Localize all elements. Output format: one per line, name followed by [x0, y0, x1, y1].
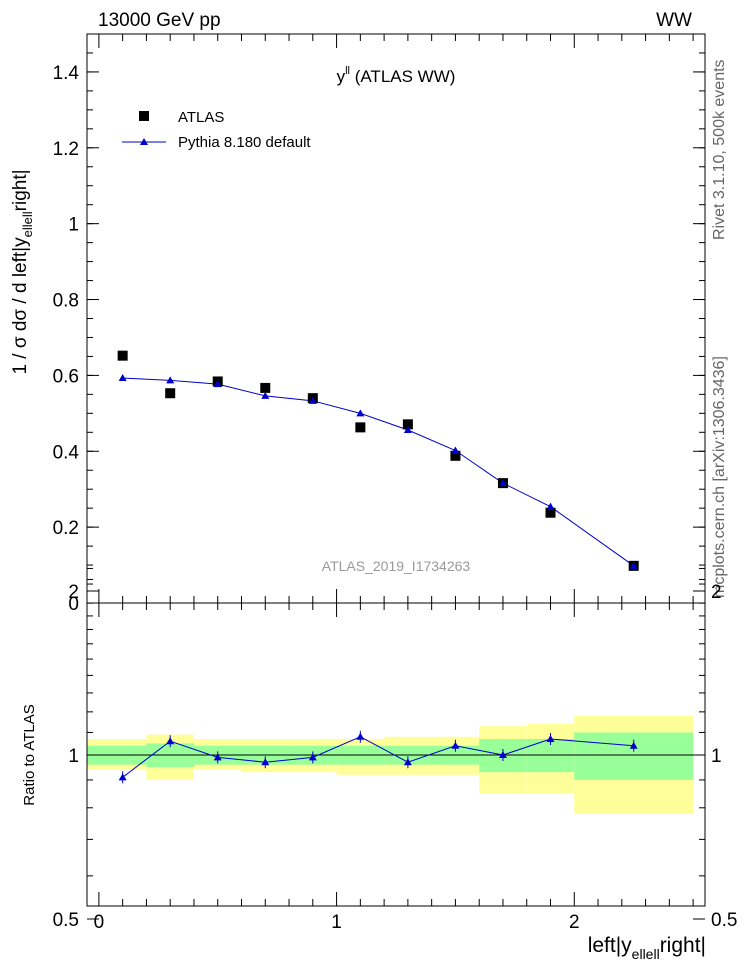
atlas-point	[260, 382, 271, 393]
ratio-ytick-label-right: 1	[711, 746, 722, 767]
ratio-point	[629, 741, 638, 749]
ratio-point	[213, 753, 222, 761]
ratio-band-inner	[574, 732, 694, 780]
x-axis-label: left|yellellright|	[588, 934, 706, 962]
ratio-x-tick-labels: 0 1 2	[94, 912, 580, 933]
pythia-point	[308, 396, 317, 404]
main-ytick-label: 0.2	[53, 518, 79, 539]
main-series-layer	[117, 350, 639, 571]
main-axis-ticks	[87, 34, 705, 604]
ratio-point	[356, 732, 365, 740]
ratio-point	[166, 737, 175, 745]
atlas-point	[545, 507, 556, 518]
ratio-point	[118, 773, 127, 781]
atlas-point	[165, 388, 176, 399]
main-ytick-label: 1.4	[53, 63, 80, 84]
main-y-tick-labels: 0 0.2 0.4 0.6 0.8 1 1.2 1.4	[53, 63, 80, 615]
pythia-line	[122, 377, 634, 567]
ratio-plot-frame	[86, 602, 706, 907]
analysis-watermark: ATLAS_2019_I1734263	[322, 558, 471, 574]
atlas-point	[117, 350, 128, 361]
plot-title-sup: ll	[345, 65, 350, 77]
energy-label: 13000 GeV pp	[98, 10, 221, 31]
pythia-point	[261, 391, 270, 399]
atlas-point	[355, 422, 366, 433]
main-ytick-label: 0.4	[53, 442, 80, 463]
process-label: WW	[656, 10, 692, 31]
mcplots-label: mcplots.cern.ch [arXiv:1306.3436]	[711, 356, 728, 598]
ratio-plot-panel: 0.5 0.5 1 1 2 2 0 1 2 Ratio to ATLAS	[21, 567, 738, 933]
plot-title-rest: (ATLAS WW)	[350, 67, 455, 86]
atlas-point	[402, 419, 413, 430]
pythia-point	[629, 561, 638, 569]
ratio-y-tick-labels: 0.5 0.5 1 1 2 2	[53, 582, 738, 931]
plot-title: yll (ATLAS WW)	[337, 65, 456, 86]
rivet-version-label: Rivet 3.1.10, 500k events	[711, 59, 728, 240]
ylabel-rest: right|	[10, 169, 31, 211]
ratio-xtick-label: 2	[569, 912, 580, 933]
xlabel-rest: right|	[660, 934, 706, 957]
ratio-point	[498, 751, 507, 758]
pythia-point	[546, 502, 555, 510]
main-ytick-label: 1	[68, 215, 79, 236]
ratio-point	[403, 758, 412, 766]
ratio-point	[546, 734, 555, 742]
atlas-point	[450, 450, 461, 461]
xlabel-main: left|y	[588, 934, 632, 957]
pythia-point	[213, 380, 222, 388]
ratio-ytick-label-left: 2	[68, 582, 79, 603]
pythia-point	[403, 426, 412, 434]
ratio-ytick-label-left: 0.5	[53, 910, 79, 931]
pythia-point	[498, 479, 507, 487]
ylabel-sub: ellell	[20, 211, 35, 237]
ylabel-main: 1 / σ dσ / d left|y	[10, 237, 31, 375]
ratio-point	[451, 741, 460, 749]
legend-marker-atlas	[139, 111, 149, 121]
pythia-point	[356, 409, 365, 417]
ratio-ytick-label-right: 0.5	[711, 910, 737, 931]
main-ytick-label: 0	[68, 594, 79, 615]
main-ytick-label: 1.2	[53, 139, 79, 160]
ratio-xtick-label: 0	[94, 912, 105, 933]
ratio-uncertainty-bands	[87, 715, 694, 814]
pythia-point	[118, 374, 127, 382]
pythia-point	[166, 376, 175, 384]
ratio-ytick-label-right: 2	[711, 582, 722, 603]
ratio-xtick-label: 1	[331, 912, 342, 933]
ratio-point	[261, 758, 270, 766]
legend-label-atlas: ATLAS	[178, 109, 224, 126]
main-ytick-label: 0.8	[53, 291, 79, 312]
pythia-point	[451, 446, 460, 454]
main-y-axis-label: 1 / σ dσ / d left|yellellright|	[10, 169, 35, 374]
legend-marker-pythia	[140, 138, 148, 145]
ratio-ytick-label-left: 1	[68, 746, 79, 767]
legend: ATLAS Pythia 8.180 default	[122, 109, 311, 151]
ratio-point	[308, 753, 317, 761]
main-plot-panel: 0 0.2 0.4 0.6 0.8 1 1.2 1.4 ATLAS_2019_I1734263…	[10, 33, 706, 615]
legend-label-pythia: Pythia 8.180 default	[178, 134, 311, 151]
xlabel-sub: ellell	[632, 946, 660, 962]
ratio-series-layer	[118, 730, 638, 784]
ratio-y-axis-label: Ratio to ATLAS	[21, 704, 38, 805]
main-ytick-label: 0.6	[53, 366, 79, 387]
plot-title-main: y	[337, 67, 346, 86]
